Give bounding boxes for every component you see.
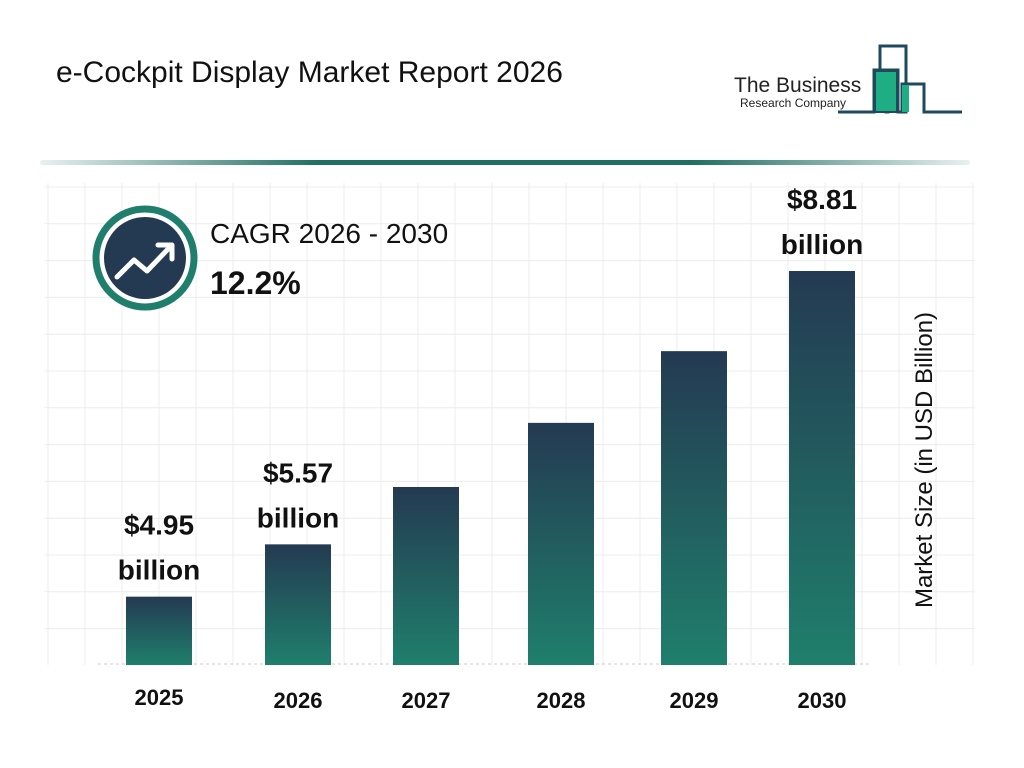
bar-2028 [528,422,594,665]
bar-2025 [126,596,192,665]
bar-2029 [661,351,727,665]
cagr-label: CAGR 2026 - 2030 [210,218,449,249]
x-tick-label: 2030 [798,688,847,713]
data-label-unit: billion [257,502,339,533]
x-tick-label: 2028 [537,688,586,713]
bars: 2025 $4.95 billion 2026 $5.57 billion 2027 2028… [118,184,863,713]
data-label-unit: billion [781,229,863,260]
bar-2027 [393,486,459,665]
data-label-value: $4.95 [124,510,194,541]
logo-text-line2: Research Company [740,96,847,110]
trending-up-icon [92,205,198,311]
x-tick-label: 2027 [402,688,451,713]
x-tick-label: 2026 [274,688,323,713]
header-divider [40,160,970,165]
company-logo: The Business Research Company [728,40,968,120]
data-label-value: $5.57 [263,457,333,488]
data-label-unit: billion [118,555,200,586]
cagr-value: 12.2% [210,265,301,301]
data-label-value: $8.81 [787,184,857,215]
logo-graphic-icon [838,44,962,114]
page-title: e-Cockpit Display Market Report 2026 [56,56,563,89]
bar-2026 [265,544,331,665]
logo-text-line1: The Business [734,74,862,97]
y-axis-label: Market Size (in USD Billion) [911,311,938,609]
bar-2030 [789,271,855,665]
x-tick-label: 2025 [135,685,184,710]
x-tick-label: 2029 [670,688,719,713]
